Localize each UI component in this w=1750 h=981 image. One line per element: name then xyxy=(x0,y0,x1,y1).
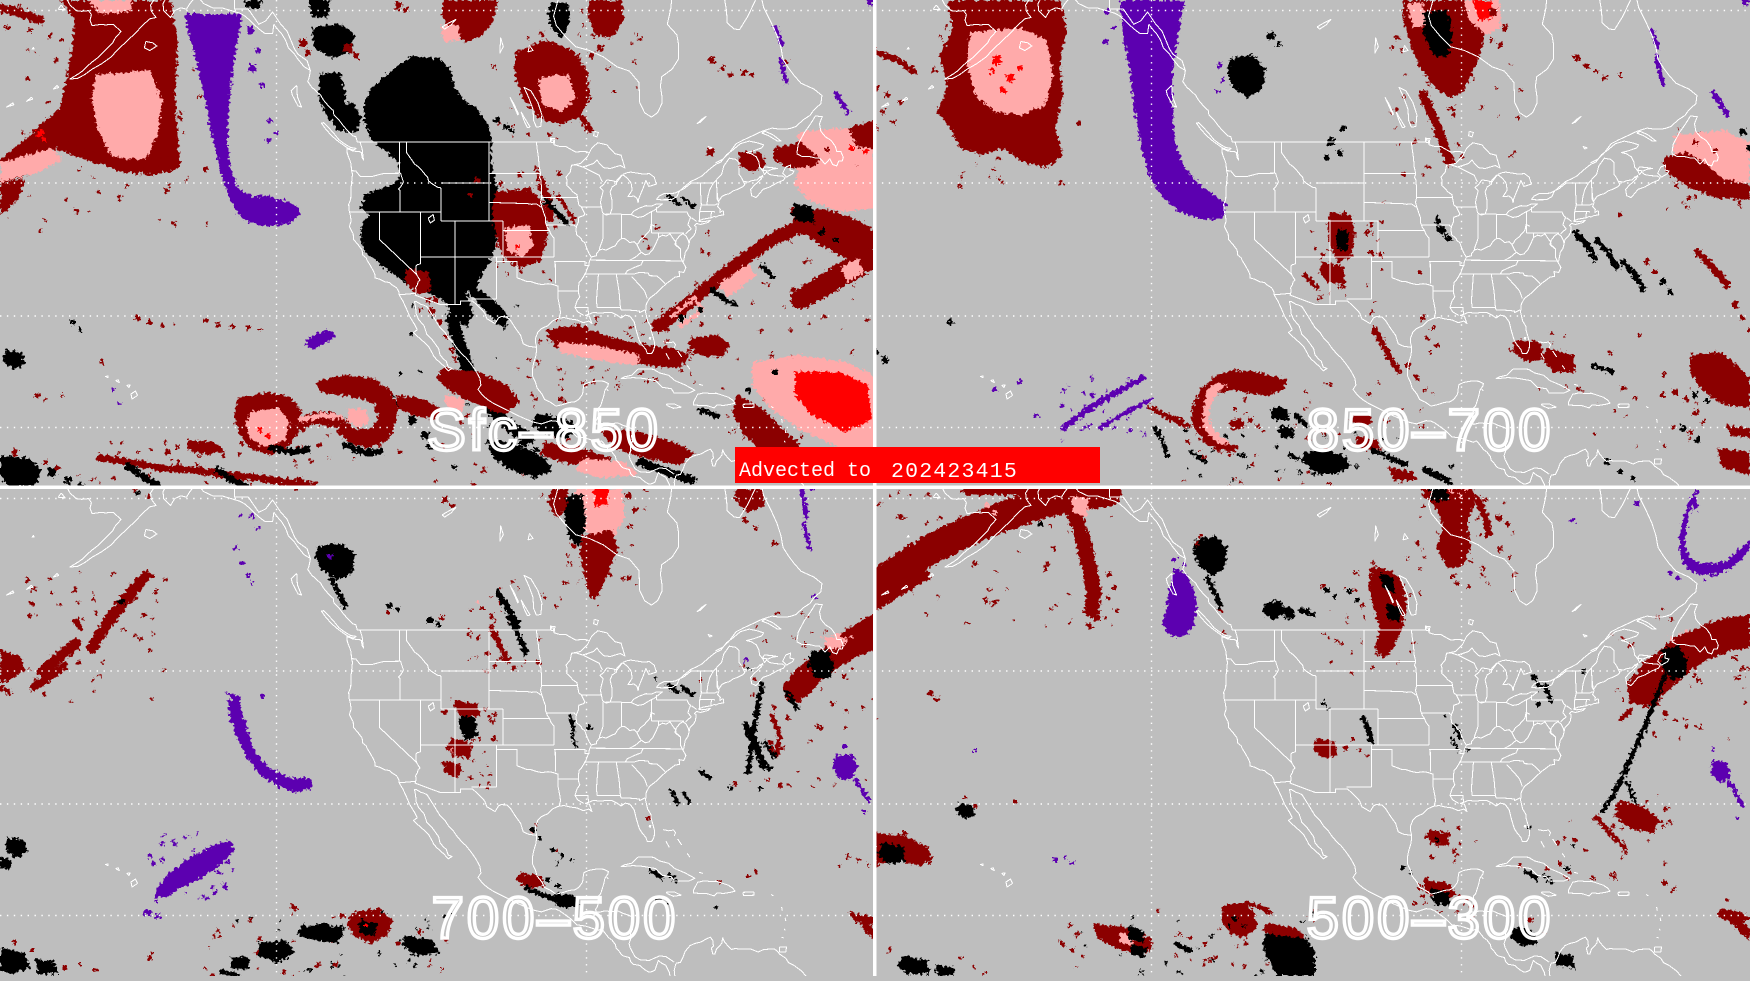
svg-text:850–700: 850–700 xyxy=(1307,398,1554,463)
svg-text:Sfc–850: Sfc–850 xyxy=(427,398,661,463)
svg-text:Advected to: Advected to xyxy=(739,460,871,483)
svg-text:500–300: 500–300 xyxy=(1307,886,1554,951)
svg-text:202423415: 202423415 xyxy=(891,460,1018,484)
svg-text:700–500: 700–500 xyxy=(432,886,679,951)
